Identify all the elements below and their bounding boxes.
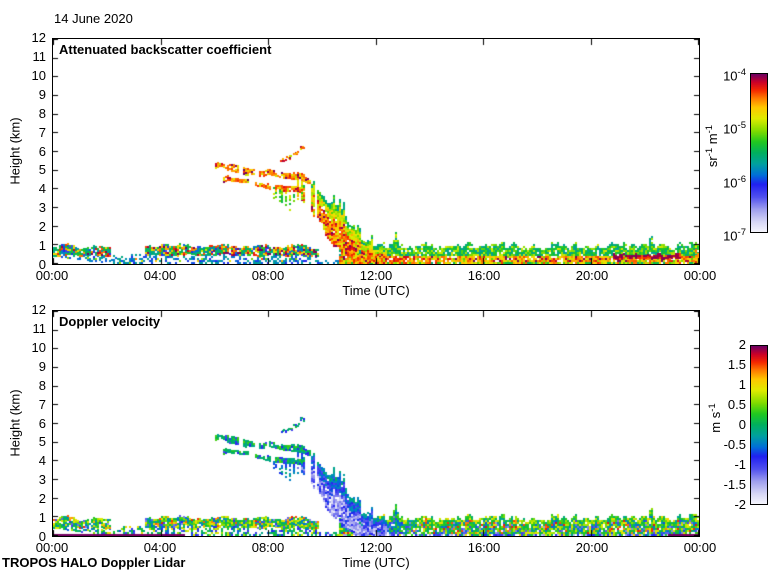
doppler-heatmap-canvas — [53, 311, 699, 536]
xtick-label: 16:00 — [467, 268, 501, 283]
ytick-label: 2 — [38, 491, 46, 506]
colorbar-tick-label: -0.5 — [723, 437, 746, 452]
ytick-label: 10 — [31, 340, 46, 355]
ytick-label: 6 — [38, 416, 46, 431]
backscatter-x-axis-label: Time (UTC) — [342, 283, 410, 298]
xtick-label: 08:00 — [251, 540, 285, 555]
colorbar-unit-label: m s-1 — [706, 403, 724, 433]
doppler-colorbar — [750, 345, 768, 505]
xtick-label: 00:00 — [683, 540, 717, 555]
xtick-label: 04:00 — [143, 268, 177, 283]
colorbar-tick-label: 2 — [738, 337, 746, 352]
xtick-label: 08:00 — [251, 268, 285, 283]
ytick-label: 11 — [32, 49, 47, 64]
ytick-label: 7 — [38, 397, 46, 412]
ytick-label: 8 — [38, 106, 46, 121]
ytick-label: 12 — [31, 30, 46, 45]
ytick-label: 10 — [31, 68, 46, 83]
xtick-label: 00:00 — [683, 268, 717, 283]
ytick-label: 5 — [38, 434, 46, 449]
xtick-label: 16:00 — [467, 540, 501, 555]
ytick-label: 9 — [38, 87, 46, 102]
colorbar-tick-label: 0 — [738, 417, 746, 432]
doppler-plot-area — [52, 310, 700, 537]
xtick-label: 00:00 — [35, 268, 69, 283]
xtick-label: 20:00 — [575, 268, 609, 283]
ytick-label: 8 — [38, 378, 46, 393]
colorbar-tick-label: 0.5 — [727, 397, 746, 412]
colorbar-tick-label: 10-7 — [723, 227, 746, 244]
ytick-label: 1 — [38, 238, 46, 253]
date-label: 14 June 2020 — [54, 11, 133, 26]
colorbar-tick-label: 10-5 — [723, 120, 746, 137]
backscatter-plot-area — [52, 38, 700, 265]
xtick-label: 00:00 — [35, 540, 69, 555]
xtick-label: 20:00 — [575, 540, 609, 555]
doppler-panel-title: Doppler velocity — [59, 314, 161, 329]
xtick-label: 12:00 — [359, 540, 393, 555]
colorbar-tick-label: 10-6 — [723, 174, 746, 191]
ytick-label: 11 — [32, 321, 47, 336]
ytick-label: 9 — [38, 359, 46, 374]
doppler-colorbar-gradient — [751, 346, 767, 504]
backscatter-colorbar-gradient — [751, 74, 767, 232]
ytick-label: 1 — [38, 510, 46, 525]
colorbar-tick-label: 1 — [738, 377, 746, 392]
instrument-label: TROPOS HALO Doppler Lidar — [2, 555, 186, 570]
backscatter-panel-title: Attenuated backscatter coefficient — [59, 42, 272, 57]
ytick-label: 2 — [38, 219, 46, 234]
xtick-label: 04:00 — [143, 540, 177, 555]
colorbar-tick-label: -2 — [734, 497, 746, 512]
colorbar-tick-label: 1.5 — [727, 357, 746, 372]
ytick-label: 12 — [31, 302, 46, 317]
ytick-label: 6 — [38, 144, 46, 159]
ytick-label: 3 — [38, 472, 46, 487]
ytick-label: 3 — [38, 200, 46, 215]
ytick-label: 0 — [38, 529, 46, 544]
colorbar-tick-label: -1 — [734, 457, 746, 472]
ytick-label: 5 — [38, 162, 46, 177]
ytick-label: 7 — [38, 125, 46, 140]
ytick-label: 0 — [38, 257, 46, 272]
doppler-x-axis-label: Time (UTC) — [342, 555, 410, 570]
colorbar-unit-label: sr-1 m-1 — [703, 124, 721, 168]
ytick-label: 4 — [38, 181, 46, 196]
backscatter-heatmap-canvas — [53, 39, 699, 264]
colorbar-tick-label: 10-4 — [723, 67, 746, 84]
ytick-label: 4 — [38, 453, 46, 468]
xtick-label: 12:00 — [359, 268, 393, 283]
backscatter-colorbar — [750, 73, 768, 233]
colorbar-tick-label: -1.5 — [723, 477, 746, 492]
